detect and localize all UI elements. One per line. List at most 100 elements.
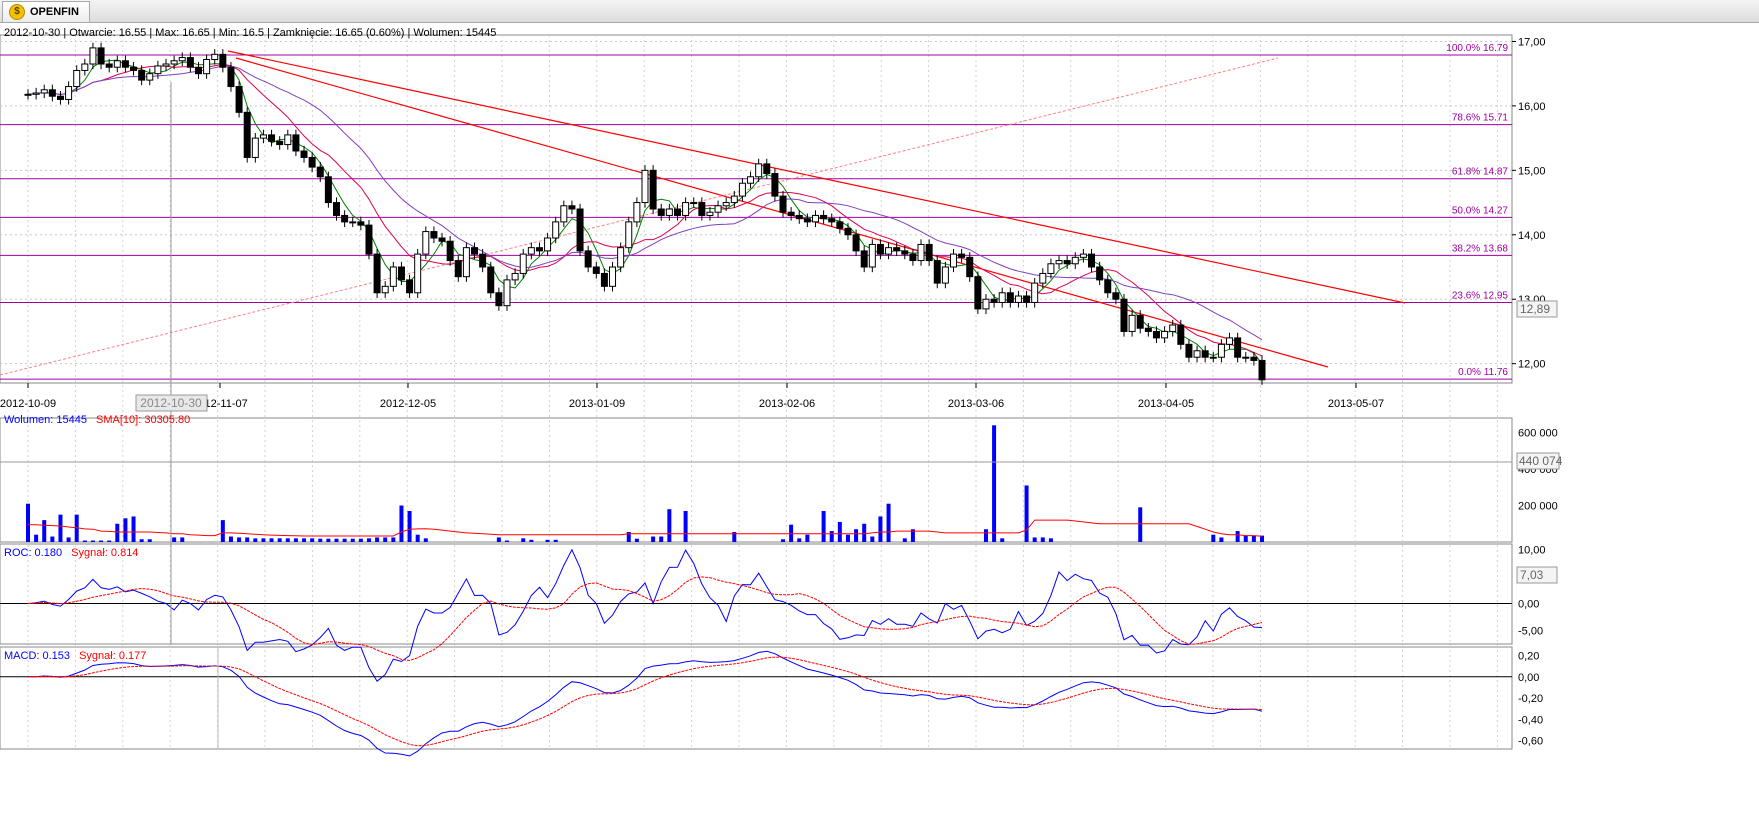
- candle-body: [909, 253, 917, 262]
- candle-body: [138, 69, 146, 81]
- price-tick-label: 14,00: [1518, 230, 1546, 242]
- candle-body: [917, 243, 925, 262]
- candle-body: [868, 243, 876, 268]
- candle-body: [333, 202, 340, 216]
- candle-body: [243, 111, 251, 158]
- fib-label: 23.6% 12.95: [1452, 290, 1509, 301]
- volume-bar: [123, 518, 128, 542]
- macd-tick-label: 0,00: [1518, 672, 1539, 684]
- candle-body: [251, 137, 259, 158]
- volume-bar: [504, 540, 509, 542]
- price-last-badge: [1516, 300, 1558, 318]
- candle-body: [941, 266, 949, 284]
- volume-bar: [180, 537, 185, 542]
- candle-body: [341, 214, 349, 223]
- fib-label: 61.8% 14.87: [1452, 167, 1509, 178]
- candle-body: [990, 298, 998, 303]
- volume-bar: [107, 540, 112, 542]
- price-tick-label: 17,00: [1518, 36, 1546, 48]
- volume-bar: [1219, 537, 1224, 542]
- candle-body: [998, 292, 1006, 303]
- volume-bar: [42, 520, 47, 542]
- volume-bar: [310, 538, 315, 542]
- macd-tick-label: 0,20: [1518, 651, 1539, 663]
- candle-body: [454, 260, 462, 278]
- candle-body: [738, 182, 746, 197]
- volume-bar: [220, 520, 225, 542]
- candle-body: [560, 205, 568, 223]
- candle-body: [389, 266, 397, 287]
- volume-bar: [878, 516, 883, 542]
- candle-body: [625, 221, 633, 249]
- volume-sma-line: [28, 519, 1263, 537]
- roc-last-badge: [1516, 566, 1558, 584]
- volume-bar: [845, 534, 850, 542]
- volume-bar: [34, 534, 39, 542]
- volume-bar: [147, 539, 152, 542]
- candle-body: [300, 150, 308, 158]
- volume-last-value: 440 074: [1519, 454, 1563, 468]
- volume-bar: [245, 537, 250, 542]
- volume-legend: Wolumen: 15445 SMA[10]: 30305.80: [4, 414, 190, 426]
- x-tick-label: 2013-02-06: [759, 398, 815, 410]
- candle-body: [958, 253, 966, 258]
- grid: [0, 34, 1513, 750]
- panel-frame-vol: [0, 417, 1513, 543]
- volume-bar: [870, 536, 875, 542]
- volume-bar: [391, 537, 396, 542]
- volume-bar: [1138, 507, 1143, 542]
- crosshair-date-label: 2012-10-30: [140, 396, 202, 410]
- candle-body: [219, 53, 227, 68]
- volume-bar: [269, 538, 274, 542]
- price-tick-label: 12,00: [1518, 359, 1546, 371]
- volume-bar: [139, 539, 144, 542]
- candle-body: [121, 60, 129, 68]
- window-tab-bar: $ OPENFIN: [0, 0, 1759, 23]
- candle-body: [544, 237, 552, 252]
- x-tick-label: 2013-05-07: [1328, 398, 1384, 410]
- candle-body: [438, 237, 446, 242]
- candle-body: [259, 134, 267, 139]
- ohlc-info: 2012-10-30 | Otwarcie: 16.55 | Max: 16.6…: [4, 27, 496, 39]
- volume-bar: [326, 538, 331, 542]
- candle-body: [1136, 314, 1144, 329]
- candle-body: [828, 218, 836, 223]
- candle-body: [1258, 359, 1266, 381]
- candle-body: [600, 272, 608, 287]
- volume-bar: [545, 539, 550, 542]
- volume-bar: [683, 511, 688, 542]
- volume-bar: [651, 536, 656, 542]
- candle-body: [56, 95, 64, 100]
- candle-body: [722, 202, 730, 207]
- stock-chart[interactable]: 100.0% 16.79 78.6% 15.71 61.8% 14.87 50.0% …: [0, 22, 1759, 838]
- candle-body: [592, 266, 600, 274]
- macd-tick-label: -0,40: [1518, 714, 1543, 726]
- volume-bar: [837, 521, 842, 542]
- candle-body: [852, 234, 860, 252]
- candle-body: [1055, 260, 1063, 265]
- candle-body: [633, 202, 641, 223]
- tab-openfin[interactable]: $ OPENFIN: [2, 1, 90, 22]
- trend-line-upper: [227, 50, 1406, 304]
- candle-body: [471, 247, 479, 255]
- candle-body: [178, 57, 186, 62]
- volume-bar: [74, 514, 79, 542]
- candle-body: [24, 93, 32, 96]
- roc-last-value: 7,03: [1520, 568, 1544, 582]
- volume-tick-label: 600 000: [1518, 428, 1558, 440]
- volume-bar: [302, 538, 307, 542]
- candle-body: [755, 163, 763, 178]
- candle-body: [950, 253, 957, 268]
- candle-body: [519, 253, 527, 274]
- candle-body: [966, 256, 974, 278]
- candle-body: [316, 166, 324, 178]
- candle-body: [771, 173, 779, 197]
- candle-body: [1112, 292, 1120, 300]
- candle-body: [673, 208, 681, 216]
- volume-bar: [529, 539, 534, 542]
- roc-tick-label: 0,00: [1518, 598, 1539, 610]
- candle-body: [1006, 292, 1014, 303]
- x-tick-label: 2012-12-05: [380, 398, 436, 410]
- panel-frame-price: [0, 34, 1513, 384]
- candle-body: [1014, 295, 1022, 303]
